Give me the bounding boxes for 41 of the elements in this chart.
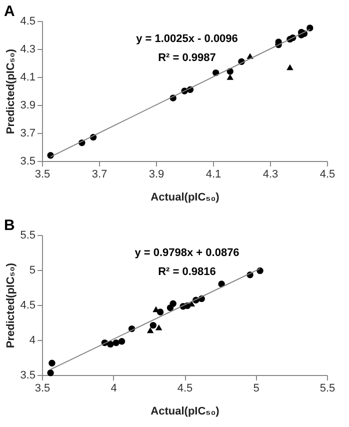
y-axis-title: Predicted(pIC₅₀): [5, 262, 18, 348]
y-tick-label: 4: [29, 334, 36, 346]
annotation: R² = 0.9816: [158, 266, 216, 278]
annotation: y = 1.0025x - 0.0096: [136, 33, 238, 45]
chart-title: B: [4, 217, 15, 234]
y-tick-label: 3.9: [20, 100, 36, 112]
point: [226, 74, 234, 80]
y-tick-label: 4.5: [20, 300, 36, 312]
x-tick-label: 4.5: [320, 168, 336, 180]
x-tick-label: 4: [110, 382, 117, 394]
point: [146, 327, 154, 334]
x-tick-label: 4.5: [177, 382, 193, 394]
y-tick-label: 3.7: [20, 128, 36, 140]
x-tick-label: 3.9: [148, 168, 164, 180]
point: [286, 64, 294, 70]
point: [170, 300, 176, 307]
y-tick-label: 4.1: [20, 72, 36, 84]
x-tick-label: 5: [253, 382, 260, 394]
chart-title: A: [4, 3, 15, 20]
point: [150, 322, 157, 329]
annotation: R² = 0.9987: [158, 52, 216, 64]
y-tick-label: 3.5: [20, 156, 36, 168]
point: [155, 324, 162, 330]
x-tick-label: 4.3: [262, 168, 278, 180]
y-tick-label: 4.3: [20, 44, 36, 56]
y-tick-label: 5.5: [20, 230, 36, 242]
y-tick-label: 5: [29, 264, 36, 276]
x-tick-label: 5.5: [320, 382, 336, 394]
y-axis-title: Predicted(pIC₅₀): [5, 48, 18, 134]
y-tick-label: 4.5: [20, 16, 36, 28]
point: [107, 340, 114, 348]
x-tick-label: 3.7: [92, 168, 108, 180]
y-tick-label: 3.5: [20, 370, 36, 382]
x-axis-title: Actual(pIC₅₀): [150, 406, 220, 418]
x-axis-title: Actual(pIC₅₀): [150, 192, 220, 204]
point: [47, 370, 54, 376]
point: [112, 339, 120, 346]
annotation: y = 0.9798x + 0.0876: [134, 247, 240, 259]
point: [118, 338, 126, 345]
point: [48, 360, 56, 366]
x-tick-label: 4.1: [206, 168, 222, 180]
